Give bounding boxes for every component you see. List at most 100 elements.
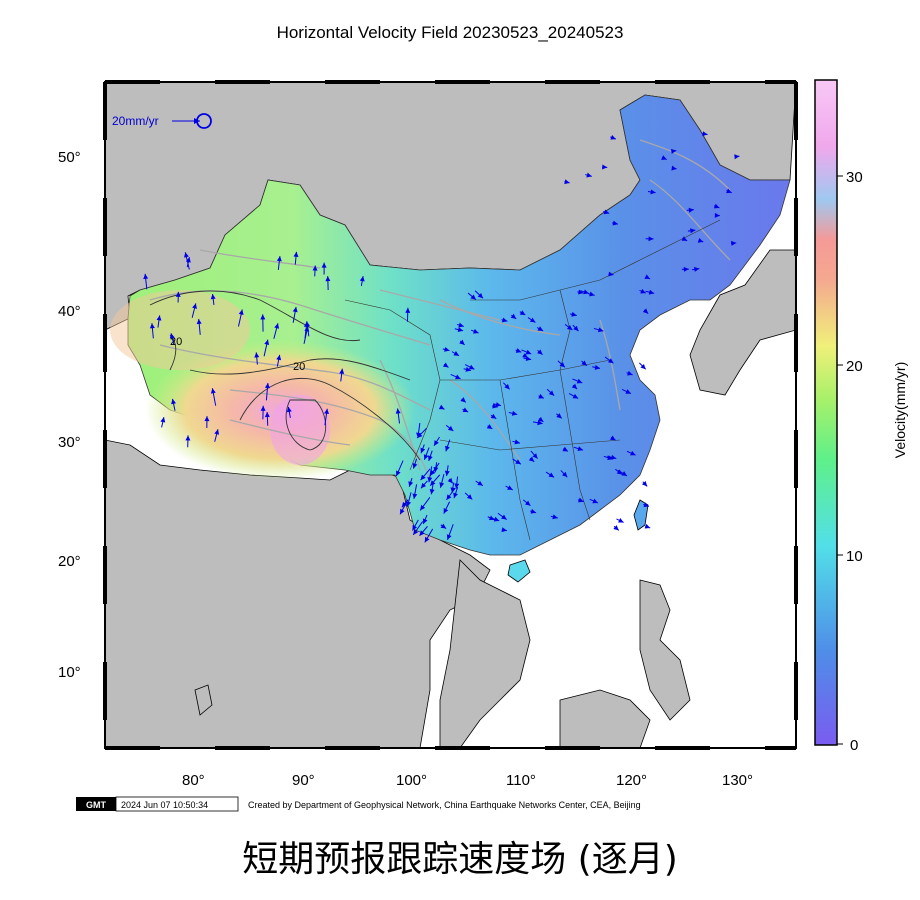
lon-tick-90: 90°	[292, 772, 315, 789]
velocity-vector-head	[529, 317, 536, 323]
velocity-vector-head	[412, 493, 418, 499]
velocity-vector-head	[458, 322, 464, 328]
velocity-vector-head	[429, 488, 435, 495]
velocity-vector-head	[264, 383, 270, 389]
velocity-vector-head	[420, 504, 426, 511]
velocity-vector-head	[175, 291, 181, 297]
velocity-vector-head	[238, 309, 244, 315]
velocity-vector-head	[537, 416, 544, 422]
velocity-vector-head	[210, 388, 216, 394]
velocity-vector-head	[562, 446, 568, 452]
velocity-vector-head	[413, 529, 419, 535]
velocity-vector-head	[465, 366, 471, 372]
velocity-vector-head	[731, 240, 737, 246]
velocity-vector-head	[576, 378, 583, 384]
velocity-vector-head	[566, 324, 573, 331]
velocity-vector-head	[625, 389, 631, 394]
velocity-vector-head	[519, 310, 526, 316]
frame-tick-segment	[103, 662, 107, 720]
velocity-vector-head	[450, 487, 456, 493]
velocity-vector-head	[581, 360, 587, 366]
colorbar-tick-10: 10	[846, 548, 863, 565]
velocity-vector-head	[643, 502, 650, 508]
velocity-vector-head	[511, 410, 518, 416]
velocity-vector-head	[276, 256, 282, 262]
velocity-vector-head	[507, 485, 513, 490]
frame-tick-segment	[545, 80, 600, 84]
velocity-vectors	[143, 131, 740, 543]
velocity-vector-head	[640, 363, 646, 370]
velocity-vector-head	[610, 454, 617, 460]
colorbar: 30 20 10 0 Velocity(mm/yr)	[814, 79, 908, 754]
velocity-vector-head	[621, 471, 627, 476]
velocity-vector-head	[726, 188, 732, 194]
velocity-vector-head	[610, 134, 616, 140]
velocity-vector-head	[537, 326, 544, 331]
lat-tick-10: 10°	[58, 664, 81, 681]
velocity-vector-head	[442, 362, 449, 368]
velocity-vector-head	[589, 291, 595, 297]
velocity-vector-head	[702, 131, 708, 137]
velocity-vector-head	[406, 501, 412, 507]
fault-lines	[149, 139, 731, 481]
velocity-vector-head	[419, 530, 425, 536]
map-title: Horizontal Velocity Field 20230523_20240…	[277, 23, 624, 42]
velocity-vector-head	[607, 358, 614, 364]
velocity-vector-head	[396, 470, 401, 477]
velocity-vector-head	[424, 536, 430, 543]
velocity-vector-head	[438, 404, 445, 410]
velocity-vector-head	[444, 346, 450, 352]
frame-tick-segment	[655, 746, 710, 750]
velocity-vector-head	[293, 251, 299, 257]
velocity-vector-head	[681, 236, 688, 241]
frame-tick-segment	[105, 80, 160, 84]
velocity-vector-head	[608, 271, 614, 277]
velocity-vector-head	[548, 390, 555, 396]
velocity-vector-head	[714, 212, 720, 218]
velocity-vector-head	[427, 476, 433, 483]
velocity-vector-head	[510, 313, 517, 319]
velocity-vector-head	[447, 477, 453, 484]
velocity-vector-head	[571, 311, 577, 317]
velocity-vector-head	[577, 446, 584, 451]
footer: GMT 2024 Jun 07 10:50:34 Created by Depa…	[76, 796, 641, 812]
velocity-vector-head	[420, 447, 426, 454]
reference-vector-legend: 20mm/yr	[112, 113, 212, 129]
lon-tick-100: 100°	[396, 772, 427, 789]
velocity-vector-head	[493, 516, 500, 522]
velocity-contours	[149, 290, 421, 461]
velocity-vector-head	[400, 508, 405, 515]
velocity-vector-head	[160, 417, 166, 423]
velocity-vector-head	[264, 339, 270, 346]
velocity-vector-head	[169, 333, 175, 339]
velocity-vector-head	[616, 469, 623, 475]
velocity-vector-head	[690, 228, 696, 234]
velocity-vector-head	[530, 508, 537, 514]
velocity-vector-head	[641, 480, 648, 487]
velocity-vector-head	[613, 525, 619, 531]
lat-tick-40: 40°	[58, 303, 81, 320]
velocity-vector-head	[683, 266, 689, 272]
velocity-vector-head	[312, 265, 318, 271]
lat-tick-30: 30°	[58, 434, 81, 451]
land-indochina	[439, 559, 531, 748]
velocity-vector-head	[492, 403, 498, 409]
velocity-vector-head	[642, 308, 649, 314]
velocity-vector-head	[427, 455, 433, 461]
velocity-vector-head	[525, 349, 532, 355]
lat-tick-50: 50°	[58, 149, 81, 166]
velocity-vector-head	[468, 364, 475, 370]
velocity-vector-head	[572, 393, 579, 399]
velocity-vector-head	[339, 368, 345, 374]
land-korea-japan-east	[689, 249, 796, 396]
velocity-vector-head	[416, 432, 422, 438]
velocity-vector-head	[443, 508, 449, 514]
frame-tick-segment	[215, 80, 270, 84]
velocity-vector-head	[573, 325, 579, 332]
reference-vector-label: 20mm/yr	[112, 114, 159, 128]
frame-tick-segment	[794, 314, 798, 372]
velocity-vector-head	[501, 514, 507, 520]
velocity-vector-head	[488, 515, 495, 521]
velocity-vector-head	[501, 527, 507, 533]
velocity-vector-head	[462, 407, 469, 413]
